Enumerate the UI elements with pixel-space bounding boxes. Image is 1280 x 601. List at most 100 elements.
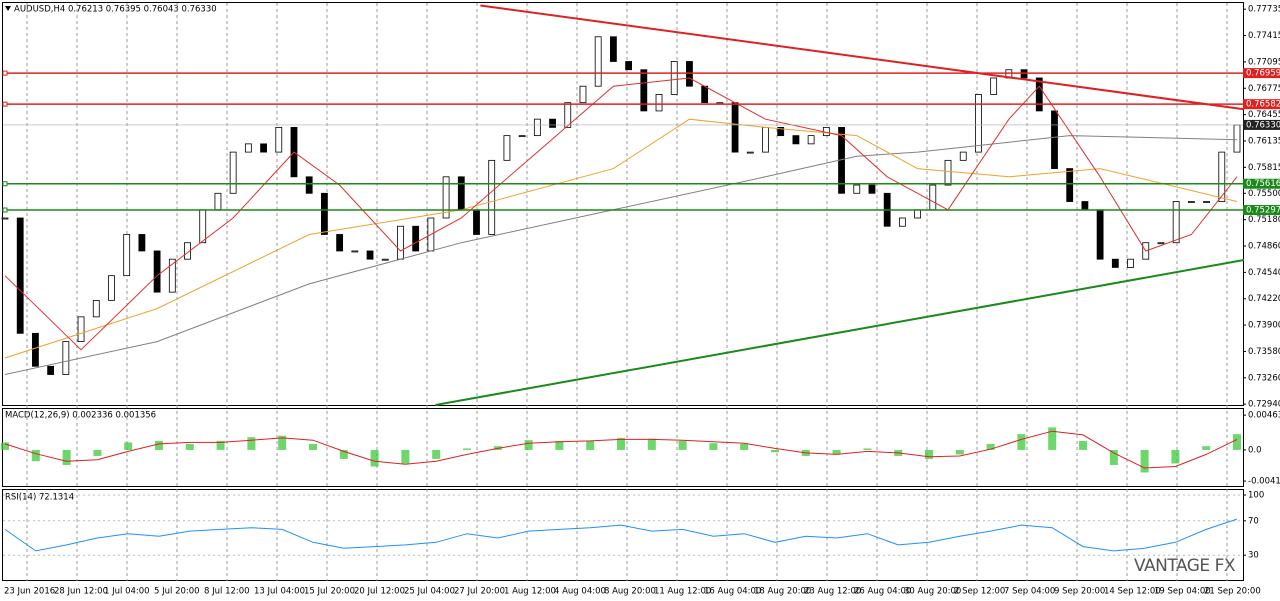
- candle: [655, 94, 663, 112]
- candle: [1, 217, 9, 220]
- trendline: [480, 4, 1244, 111]
- macd-bar: [432, 449, 441, 459]
- candle: [16, 217, 24, 334]
- candle: [594, 36, 602, 87]
- macd-bar: [586, 440, 595, 450]
- y-tick-label: 0.76455: [1248, 110, 1280, 120]
- candle: [564, 102, 572, 128]
- x-tick-label: 26 Aug 04:00: [854, 587, 911, 597]
- candle: [792, 135, 800, 145]
- y-tick-label: 0.76135: [1248, 136, 1280, 146]
- macd-bar: [740, 443, 749, 450]
- candle: [412, 225, 420, 252]
- x-tick-label: 19 Sep 04:00: [1154, 587, 1211, 597]
- level-price-label: 0.76959: [1246, 69, 1280, 79]
- y-tick-label: 0.75815: [1248, 163, 1280, 173]
- macd-bar: [955, 449, 964, 455]
- candle: [229, 151, 237, 194]
- candle: [168, 258, 176, 293]
- candle: [381, 258, 389, 261]
- candle: [473, 209, 480, 235]
- candle: [1233, 124, 1241, 153]
- y-tick-label: 0.0: [1248, 445, 1262, 455]
- logo: VANTAGE FX: [1134, 556, 1236, 576]
- macd-bar: [832, 449, 841, 455]
- macd-title: MACD(12,26,9) 0.002336 0.001356: [5, 411, 156, 421]
- macd-bar: [1017, 434, 1026, 450]
- macd-bar: [93, 449, 102, 456]
- x-tick-label: 20 Jul 12:00: [354, 587, 405, 597]
- candle: [123, 234, 131, 277]
- candle: [1172, 201, 1180, 244]
- y-tick-label: 0.73580: [1248, 347, 1280, 357]
- candle: [260, 143, 267, 153]
- macd-bar: [124, 442, 133, 450]
- x-tick-label: 5 Jul 20:00: [154, 587, 200, 597]
- candle: [640, 69, 648, 112]
- candle: [777, 126, 785, 137]
- candle: [914, 209, 921, 219]
- rsi-title: RSI(14) 72.1314: [5, 493, 74, 503]
- macd-bar: [709, 443, 718, 450]
- candle: [731, 102, 739, 153]
- candle: [929, 184, 937, 211]
- candle: [1157, 242, 1165, 245]
- y-tick-label: 0.004631: [1248, 411, 1280, 421]
- y-tick-label: 0.77735: [1248, 5, 1280, 15]
- x-tick-label: 13 Jul 04:00: [254, 587, 305, 597]
- candle: [990, 77, 998, 95]
- macd-signal: [4, 430, 1238, 469]
- x-tick-label: 4 Aug 04:00: [554, 587, 606, 597]
- y-tick-label: 0.77095: [1248, 57, 1280, 67]
- y-tick-label: 0.74540: [1248, 268, 1280, 278]
- macd-bar: [339, 449, 348, 459]
- macd-bar: [1233, 434, 1241, 450]
- macd-bar: [771, 449, 779, 453]
- candle: [442, 176, 450, 219]
- candle: [32, 332, 39, 367]
- macd-bar: [555, 440, 564, 450]
- macd-bar: [863, 448, 872, 450]
- x-tick-label: 23 Jun 2016: [4, 587, 55, 597]
- candle: [336, 234, 344, 252]
- macd-bar: [1140, 449, 1149, 473]
- macd-bar: [1, 442, 9, 450]
- candle: [1203, 201, 1210, 203]
- candle: [351, 250, 359, 253]
- macd-bar: [925, 449, 933, 459]
- macd-bar: [62, 449, 71, 465]
- candle: [609, 36, 617, 62]
- level-handle: [2, 70, 8, 76]
- x-tick-label: 30 Aug 20:00: [904, 587, 961, 597]
- y-tick-label: 0.74860: [1248, 242, 1280, 252]
- candle: [366, 250, 374, 260]
- candle: [746, 151, 754, 154]
- macd-bar: [986, 443, 995, 450]
- macd-bar: [185, 443, 194, 450]
- macd-bar: [617, 437, 625, 450]
- candle: [853, 184, 861, 194]
- x-tick-label: 9 Sep 20:00: [1054, 587, 1105, 597]
- y-tick-label: 0.73900: [1248, 321, 1280, 331]
- x-tick-label: 8 Aug 20:00: [604, 587, 656, 597]
- candle: [199, 209, 207, 244]
- candle: [244, 143, 252, 153]
- candle: [1127, 258, 1134, 268]
- level-handle: [2, 181, 8, 187]
- moving-average: [4, 77, 1238, 351]
- x-tick-label: 11 Aug 12:00: [654, 587, 711, 597]
- y-tick-label: 0.75180: [1248, 215, 1280, 225]
- candle: [1066, 168, 1074, 202]
- candle: [153, 250, 161, 293]
- level-price-label: 0.76582: [1246, 100, 1280, 110]
- candle: [959, 151, 967, 161]
- level-handle: [2, 207, 8, 213]
- x-tick-label: 1 Aug 12:00: [504, 587, 556, 597]
- candle: [762, 126, 769, 153]
- macd-bar: [155, 440, 163, 450]
- y-tick-label: 30: [1248, 551, 1259, 561]
- candle: [503, 135, 511, 161]
- candle: [1096, 209, 1104, 260]
- candle: [397, 225, 404, 260]
